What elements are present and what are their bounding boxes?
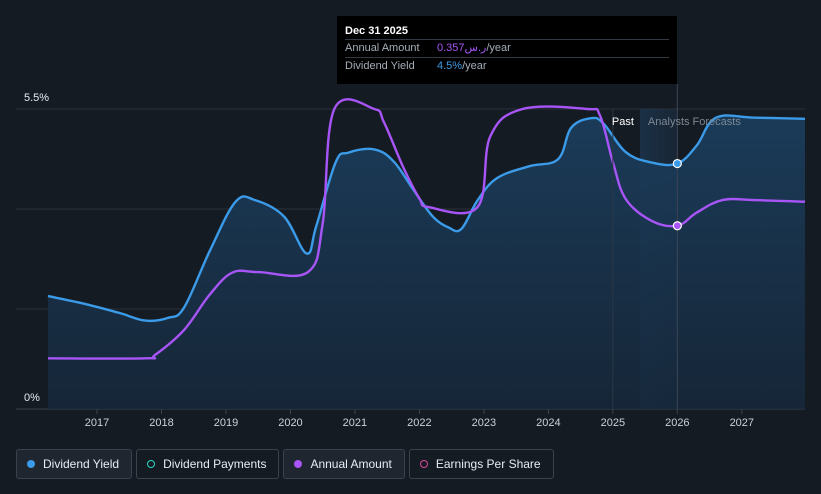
legend-label: Earnings Per Share	[435, 457, 541, 471]
legend-dividend-yield[interactable]: Dividend Yield	[16, 449, 133, 479]
legend-label: Dividend Yield	[43, 457, 120, 471]
legend-dot-icon	[294, 460, 303, 468]
tooltip-value: 4.5%/year	[437, 58, 487, 75]
tooltip-label: Annual Amount	[345, 42, 420, 54]
legend-dot-icon	[419, 460, 428, 468]
tooltip-row-annual-amount: Annual Amount 0.357ر.س/year	[345, 39, 669, 57]
tooltip-date: Dec 31 2025	[345, 25, 408, 37]
tooltip-value: 0.357ر.س/year	[437, 40, 511, 57]
tooltip-suffix: /year	[462, 60, 487, 72]
tooltip-row-dividend-yield: Dividend Yield 4.5%/year	[345, 57, 669, 75]
legend-dividend-payments[interactable]: Dividend Payments	[136, 449, 280, 479]
y-label-bottom: 0%	[24, 392, 40, 404]
x-tick-label: 2018	[149, 417, 173, 429]
x-tick-label: 2027	[730, 417, 754, 429]
x-tick-label: 2023	[472, 417, 496, 429]
tooltip-amount: 0.357	[437, 42, 465, 54]
forecast-label: Analysts Forecasts	[648, 116, 741, 128]
x-axis: 2017 2018 2019 2020 2021 2022 2023 2024 2025 2026…	[85, 409, 754, 429]
y-label-top: 5.5%	[24, 92, 49, 104]
legend-dot-icon	[27, 460, 35, 468]
tooltip-suffix: /year	[486, 42, 511, 54]
legend: Dividend Yield Dividend Payments Annual …	[16, 449, 554, 479]
x-tick-label: 2024	[536, 417, 560, 429]
tooltip: Dec 31 2025 Annual Amount 0.357ر.س/year …	[337, 16, 677, 84]
past-label: Past	[612, 116, 634, 128]
legend-dot-icon	[147, 460, 156, 468]
line-layer	[47, 98, 806, 360]
marker-layer	[672, 158, 682, 231]
x-tick-label: 2026	[665, 417, 689, 429]
legend-earnings-per-share[interactable]: Earnings Per Share	[408, 449, 554, 479]
x-tick-label: 2019	[214, 417, 238, 429]
annual-amount-marker	[672, 221, 682, 231]
tooltip-label: Dividend Yield	[345, 60, 415, 72]
x-tick-label: 2025	[601, 417, 625, 429]
tooltip-yield: 4.5%	[437, 60, 463, 72]
dividend-yield-area	[48, 115, 805, 409]
tooltip-currency: ر.س	[464, 42, 487, 54]
area-layer	[48, 115, 805, 409]
x-tick-label: 2017	[85, 417, 109, 429]
x-tick-label: 2020	[278, 417, 302, 429]
legend-label: Annual Amount	[310, 457, 392, 471]
legend-label: Dividend Payments	[163, 457, 267, 471]
x-tick-label: 2021	[343, 417, 367, 429]
annual-amount-line	[47, 98, 806, 360]
x-tick-label: 2022	[407, 417, 431, 429]
legend-annual-amount[interactable]: Annual Amount	[283, 449, 405, 479]
dividend-yield-marker	[672, 158, 682, 169]
